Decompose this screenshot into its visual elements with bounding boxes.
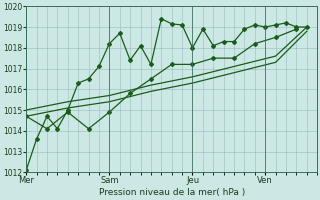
X-axis label: Pression niveau de la mer( hPa ): Pression niveau de la mer( hPa ) (99, 188, 245, 197)
